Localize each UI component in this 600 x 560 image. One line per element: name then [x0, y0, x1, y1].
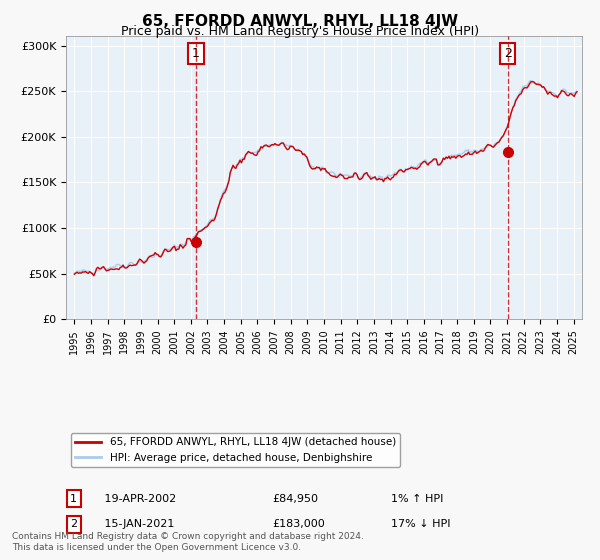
- Text: 15-JAN-2021: 15-JAN-2021: [94, 519, 175, 529]
- Text: 17% ↓ HPI: 17% ↓ HPI: [391, 519, 451, 529]
- Legend: 65, FFORDD ANWYL, RHYL, LL18 4JW (detached house), HPI: Average price, detached : 65, FFORDD ANWYL, RHYL, LL18 4JW (detach…: [71, 433, 400, 466]
- Text: Contains HM Land Registry data © Crown copyright and database right 2024.
This d: Contains HM Land Registry data © Crown c…: [12, 532, 364, 552]
- Text: 1% ↑ HPI: 1% ↑ HPI: [391, 494, 443, 504]
- Text: Price paid vs. HM Land Registry's House Price Index (HPI): Price paid vs. HM Land Registry's House …: [121, 25, 479, 38]
- Text: 1: 1: [192, 47, 200, 60]
- Text: 65, FFORDD ANWYL, RHYL, LL18 4JW: 65, FFORDD ANWYL, RHYL, LL18 4JW: [142, 14, 458, 29]
- Text: £183,000: £183,000: [272, 519, 325, 529]
- Text: 19-APR-2002: 19-APR-2002: [94, 494, 176, 504]
- Text: 2: 2: [504, 47, 512, 60]
- Text: 1: 1: [70, 494, 77, 504]
- Text: 2: 2: [70, 519, 77, 529]
- Text: £84,950: £84,950: [272, 494, 319, 504]
